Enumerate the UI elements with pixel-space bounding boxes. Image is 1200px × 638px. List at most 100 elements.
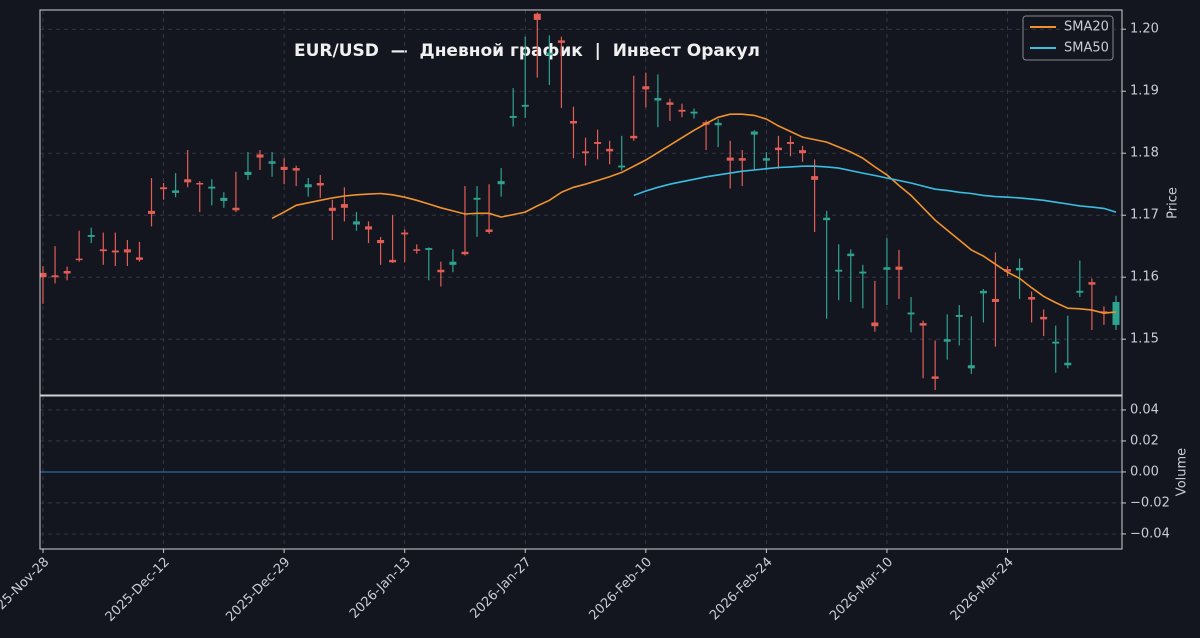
- candle-body: [521, 104, 529, 107]
- legend-label: SMA20: [1064, 20, 1109, 35]
- candle-body: [196, 182, 204, 185]
- candle-body: [99, 249, 107, 252]
- candle-body: [75, 258, 83, 261]
- candle-body: [943, 339, 951, 342]
- candle-body: [1112, 302, 1120, 325]
- chart-title: EUR/USD — Дневной график | Инвест Оракул: [294, 41, 760, 61]
- y-tick-label: −0.04: [1130, 526, 1170, 541]
- candle-body: [967, 365, 975, 369]
- candle-body: [907, 312, 915, 315]
- candle-body: [895, 266, 903, 270]
- candle-body: [774, 147, 782, 151]
- candle-body: [557, 40, 565, 43]
- candle-body: [811, 176, 819, 180]
- candle-body: [871, 322, 879, 327]
- candle-body: [208, 186, 216, 189]
- candle-body: [485, 229, 493, 232]
- candle-body: [340, 204, 348, 208]
- candle-body: [654, 98, 662, 101]
- candle-body: [449, 261, 457, 265]
- candle-body: [1016, 267, 1024, 271]
- legend-label: SMA50: [1064, 41, 1109, 56]
- candle-body: [582, 151, 590, 154]
- candle-body: [413, 249, 421, 251]
- candle-body: [678, 109, 686, 112]
- candle-body: [666, 102, 674, 105]
- y-tick-label: 0.04: [1130, 402, 1159, 417]
- candle-body: [316, 182, 324, 186]
- candle-body: [63, 271, 71, 274]
- candle-body: [87, 235, 95, 237]
- candle-body: [401, 232, 409, 235]
- y-tick-label: 1.20: [1130, 22, 1159, 37]
- candle-body: [1003, 269, 1011, 272]
- candle-body: [1052, 341, 1060, 344]
- candle-body: [823, 217, 831, 221]
- y-tick-label: 1.18: [1130, 146, 1159, 161]
- candle-body: [377, 240, 385, 244]
- candle-body: [268, 161, 276, 164]
- plot-frame: [39, 395, 1123, 550]
- candle-body: [256, 154, 264, 158]
- candle-body: [533, 13, 541, 20]
- candle-body: [618, 165, 626, 168]
- candle-body: [750, 131, 758, 135]
- y-axis-label: Volume: [1175, 448, 1190, 496]
- candle-body: [389, 259, 397, 263]
- candle-body: [835, 269, 843, 272]
- candle-body: [497, 181, 505, 185]
- candle-body: [594, 142, 602, 144]
- candle-body: [509, 116, 517, 118]
- candle-body: [328, 207, 336, 211]
- candle-body: [365, 226, 373, 230]
- y-axis-label: Price: [1166, 187, 1181, 219]
- y-tick-label: 1.19: [1130, 84, 1159, 99]
- candle-body: [1076, 290, 1084, 293]
- candle-body: [991, 298, 999, 303]
- candle-body: [569, 120, 577, 124]
- candle-body: [883, 267, 891, 270]
- candle-body: [642, 86, 650, 90]
- y-tick-label: 1.16: [1130, 270, 1159, 285]
- candle-body: [919, 323, 927, 326]
- plot-frame: [39, 9, 1123, 396]
- candle-body: [160, 187, 168, 190]
- candle-body: [979, 290, 987, 294]
- y-tick-label: 1.17: [1130, 208, 1159, 223]
- candle-body: [461, 251, 469, 255]
- candle-body: [220, 197, 228, 201]
- candle-body: [437, 269, 445, 273]
- candle-body: [931, 376, 939, 379]
- y-tick-label: 0.00: [1130, 464, 1159, 479]
- candle-body: [304, 184, 312, 188]
- candle-body: [1040, 316, 1048, 320]
- candle-body: [606, 148, 614, 152]
- candle-body: [714, 122, 722, 126]
- candle-body: [955, 315, 963, 317]
- candle-body: [184, 179, 192, 183]
- candle-body: [51, 275, 59, 278]
- candle-body: [172, 190, 180, 193]
- candle-body: [630, 135, 638, 139]
- candle-body: [473, 197, 481, 200]
- candle-body: [232, 207, 240, 211]
- candle-body: [726, 157, 734, 161]
- candle-body: [1064, 362, 1072, 366]
- candle-body: [847, 253, 855, 257]
- candle-body: [859, 271, 867, 274]
- candle-body: [148, 210, 156, 214]
- y-tick-label: 1.15: [1130, 332, 1159, 347]
- candle-body: [352, 221, 360, 225]
- candle-body: [762, 158, 770, 161]
- candle-body: [280, 166, 288, 170]
- candle-body: [135, 257, 143, 260]
- candle-body: [1028, 297, 1036, 300]
- candle-body: [690, 111, 698, 114]
- candle-body: [244, 171, 252, 175]
- candle-body: [799, 150, 807, 154]
- candle-body: [1100, 311, 1108, 314]
- candle-body: [39, 272, 47, 278]
- sma-line: [633, 165, 1117, 213]
- y-tick-label: 0.02: [1130, 433, 1159, 448]
